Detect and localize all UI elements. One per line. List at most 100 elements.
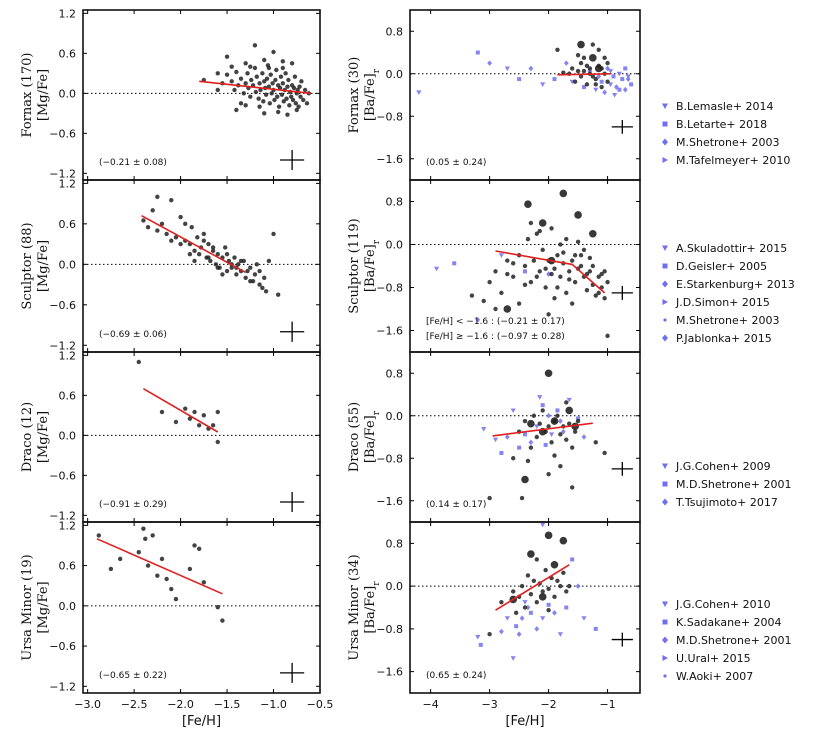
data-point xyxy=(262,79,267,84)
data-point xyxy=(555,253,560,258)
literature-point xyxy=(504,66,510,72)
y-tick-label: −0.8 xyxy=(376,282,403,295)
data-point xyxy=(236,262,241,267)
data-point-large xyxy=(544,531,553,540)
legend-label: D.Geisler+ 2005 xyxy=(676,260,767,273)
data-point xyxy=(469,293,475,298)
data-point xyxy=(499,599,504,605)
data-point xyxy=(543,266,548,271)
data-point xyxy=(531,258,537,263)
literature-point xyxy=(620,77,625,82)
data-point xyxy=(274,67,279,73)
plot-area xyxy=(475,522,598,661)
y-axis-label-line: Draco (12) xyxy=(20,402,35,472)
data-point xyxy=(254,74,259,79)
data-point xyxy=(572,279,578,285)
literature-point xyxy=(566,397,572,403)
y-axis-label-line: [Ba/Fe]r xyxy=(363,68,382,121)
data-point xyxy=(275,94,280,99)
data-point xyxy=(567,269,572,274)
data-point-large xyxy=(574,211,582,219)
data-point xyxy=(196,546,202,552)
fit-line xyxy=(96,538,223,595)
data-point xyxy=(546,607,551,613)
literature-point xyxy=(602,89,608,96)
data-point xyxy=(187,416,193,421)
data-point-large xyxy=(589,54,597,62)
x-tick-label: −3.0 xyxy=(74,698,101,711)
data-point xyxy=(263,289,269,294)
x-axis-label: [Fe/H] xyxy=(505,714,544,729)
data-point xyxy=(575,418,581,424)
data-point xyxy=(178,241,183,247)
literature-point xyxy=(548,432,555,437)
literature-point xyxy=(433,266,440,272)
literature-point xyxy=(564,605,569,610)
legend-marker-square xyxy=(662,619,668,625)
data-point xyxy=(201,580,207,585)
data-point xyxy=(549,440,554,445)
data-point-large xyxy=(538,593,547,601)
legend-label: M.Tafelmeyer+ 2010 xyxy=(676,154,790,167)
literature-point xyxy=(475,316,481,323)
panel-frame xyxy=(82,351,321,523)
data-point xyxy=(220,272,225,277)
data-point xyxy=(572,253,578,258)
data-point xyxy=(192,248,197,254)
data-point xyxy=(546,424,551,429)
data-point xyxy=(543,567,548,573)
fit-line xyxy=(199,80,311,95)
data-point xyxy=(220,618,225,623)
y-tick-label: 1.2 xyxy=(59,177,77,190)
literature-point xyxy=(546,412,551,419)
data-point xyxy=(278,74,284,79)
literature-point xyxy=(537,395,543,400)
y-axis-label-line: Ursa Minor (19) xyxy=(20,554,35,660)
literature-point xyxy=(612,93,618,98)
legend-marker-triangle-down xyxy=(662,463,668,469)
data-point xyxy=(584,82,590,87)
data-point xyxy=(564,589,569,594)
literature-point xyxy=(534,626,540,632)
legend-fornax: B.Lemasle+ 2014 B.Letarte+ 2018 M.Shetrone… xyxy=(662,100,790,167)
x-tick-label: −1 xyxy=(599,698,615,711)
literature-point xyxy=(525,604,531,611)
data-point xyxy=(605,333,610,339)
panel-ursa-minor-mg: 1.2 0.6 0.0 −0.6 −1.2 −3.0 −2.5 −2.0 −1.5 −1.0 −0.… xyxy=(20,519,333,729)
data-point xyxy=(564,437,569,442)
data-point xyxy=(224,72,230,77)
y-tick-label: 0.0 xyxy=(386,580,404,593)
data-point xyxy=(543,285,548,290)
data-point xyxy=(178,214,183,220)
data-point xyxy=(289,61,295,66)
data-point xyxy=(567,583,572,589)
literature-point xyxy=(599,79,604,84)
literature-point xyxy=(528,439,534,446)
data-point xyxy=(587,66,593,71)
data-point xyxy=(243,275,248,281)
data-point xyxy=(263,92,269,97)
data-point xyxy=(528,279,534,285)
y-tick-label: 0.0 xyxy=(386,68,404,81)
y-tick-label: 0.8 xyxy=(386,367,404,380)
data-point xyxy=(540,589,545,594)
y-axis-label-line: [Mg/Fe] xyxy=(36,581,51,633)
data-point xyxy=(487,632,492,637)
data-point xyxy=(528,220,534,226)
data-point xyxy=(271,49,276,55)
literature-point xyxy=(540,82,546,87)
data-point xyxy=(284,96,289,101)
data-point xyxy=(584,63,590,68)
data-point xyxy=(243,81,248,86)
literature-point xyxy=(452,261,457,266)
data-point-large xyxy=(524,200,532,208)
data-point xyxy=(187,251,193,257)
data-point xyxy=(223,245,228,250)
data-point xyxy=(145,563,151,568)
data-point xyxy=(159,556,165,562)
data-point xyxy=(136,359,141,365)
data-point xyxy=(173,235,179,240)
data-point xyxy=(294,107,299,113)
y-axis-label: Fornax (30)[Ba/Fe]r xyxy=(347,57,382,134)
data-point xyxy=(487,279,492,285)
